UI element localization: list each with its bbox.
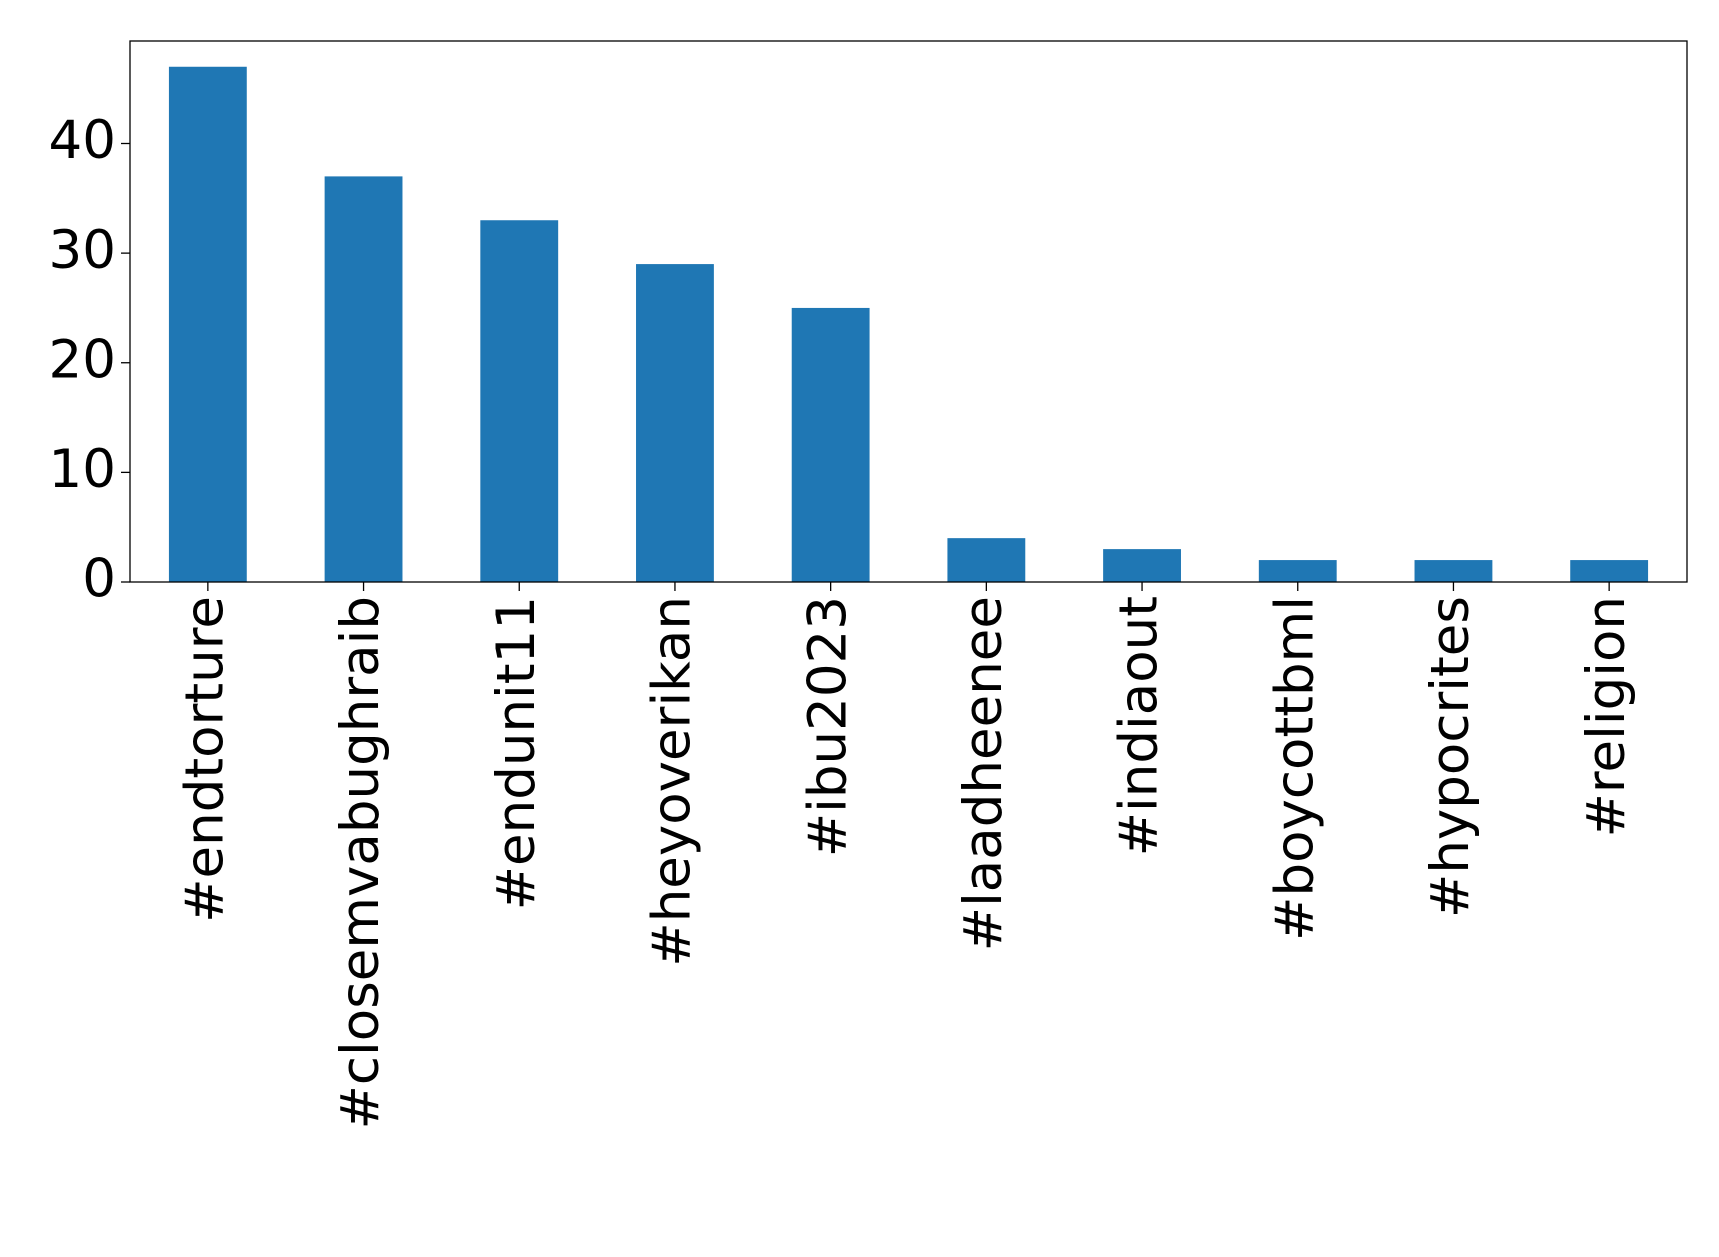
x-tick-label: #endunit11 xyxy=(486,596,547,910)
y-tick-label: 40 xyxy=(49,110,116,171)
y-tick-label: 10 xyxy=(49,439,116,500)
y-tick-label: 0 xyxy=(82,549,116,610)
bar xyxy=(1258,560,1337,582)
bar xyxy=(791,307,870,582)
x-tick-label: #endtorture xyxy=(174,596,235,923)
bar xyxy=(1570,560,1649,582)
x-tick-label: #religion xyxy=(1576,596,1637,837)
plot-frame xyxy=(129,40,1688,583)
x-tick-label: #hypocrites xyxy=(1420,596,1481,918)
x-tick-label: #boycottbml xyxy=(1264,596,1325,941)
x-tick-label: #closemvabughraib xyxy=(330,596,391,1130)
bar xyxy=(947,538,1026,582)
x-tick-label: #laadheenee xyxy=(953,596,1014,951)
bar xyxy=(324,176,403,582)
bar xyxy=(636,264,714,582)
x-tick-label: #indiaout xyxy=(1109,596,1170,856)
bar xyxy=(168,66,247,582)
x-tick-label: #heyoverikan xyxy=(642,596,703,967)
bar xyxy=(1103,549,1181,582)
bar xyxy=(480,220,559,583)
bar xyxy=(1414,560,1493,582)
y-tick-label: 20 xyxy=(49,329,116,390)
x-tick-label: #ibu2023 xyxy=(797,596,858,857)
y-tick-label: 30 xyxy=(49,220,116,281)
